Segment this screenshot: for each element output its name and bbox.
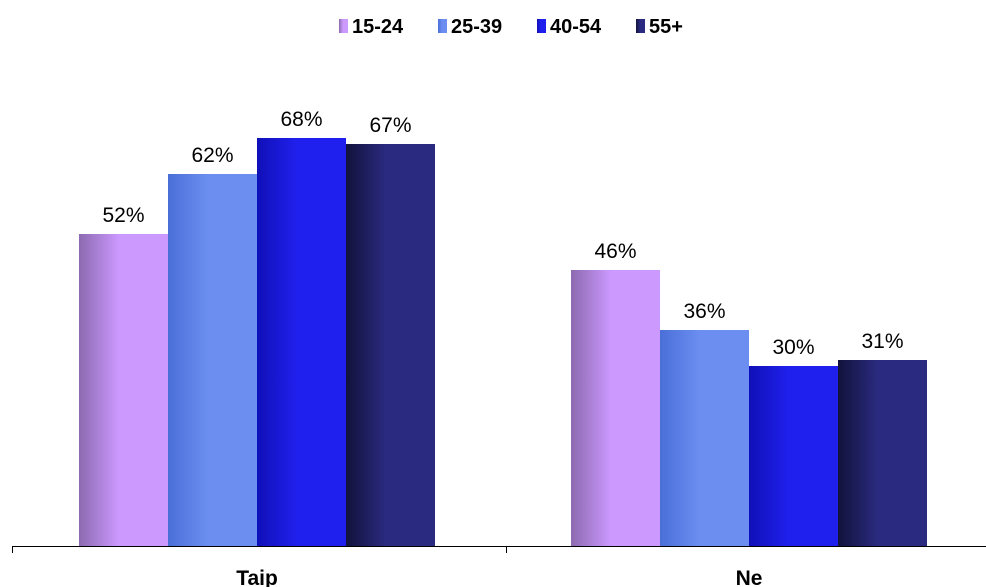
legend-item-40-54: 40-54 [537,16,602,38]
bar-taip-40-54 [257,138,346,546]
value-labels: 52% 62% 68% 67% 46% 36% 30% 31% [102,108,903,359]
category-label-taip: Taip [236,567,278,587]
value-label-ne-55: 31% [861,330,903,353]
value-label-taip-40-54: 68% [280,108,322,131]
value-label-ne-40-54: 30% [772,336,814,359]
value-label-taip-25-39: 62% [191,144,233,167]
legend-swatch-15-24 [339,19,348,33]
bar-ne-55 [838,360,927,546]
legend-label-55: 55+ [649,16,683,38]
x-axis: Taip Ne [12,546,986,587]
legend-swatch-25-39 [438,19,447,33]
legend-label-40-54: 40-54 [550,16,602,38]
bar-taip-55 [346,144,435,546]
legend: 15-24 25-39 40-54 55+ [339,16,683,38]
legend-label-25-39: 25-39 [451,16,502,38]
bar-taip-15-24 [79,234,168,546]
category-label-ne: Ne [736,567,763,587]
bar-ne-40-54 [749,366,838,546]
value-label-taip-15-24: 52% [102,204,144,227]
legend-item-15-24: 15-24 [339,16,404,38]
legend-swatch-40-54 [537,19,546,33]
legend-label-15-24: 15-24 [352,16,404,38]
bar-ne-25-39 [660,330,749,546]
bar-ne-15-24 [571,270,660,546]
bars [79,138,927,546]
value-label-ne-25-39: 36% [683,300,725,323]
legend-item-55: 55+ [636,16,683,38]
value-label-taip-55: 67% [369,114,411,137]
legend-item-25-39: 25-39 [438,16,502,38]
legend-swatch-55 [636,19,645,33]
bar-taip-25-39 [168,174,257,546]
value-label-ne-15-24: 46% [594,240,636,263]
